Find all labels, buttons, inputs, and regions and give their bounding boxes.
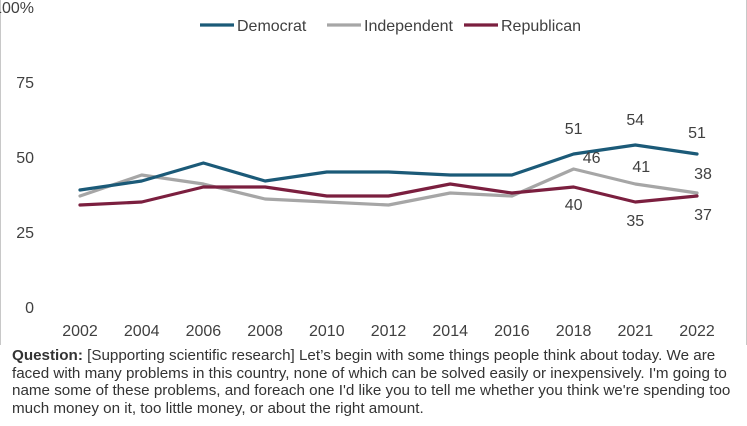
y-tick-label: 75	[16, 75, 34, 92]
x-axis: 2002 2004 2006 2008 2010 2012 2014 2016 2018 2021…	[62, 323, 715, 340]
x-tick-label: 2018	[556, 323, 592, 340]
legend-label-republican: Republican	[501, 18, 581, 35]
data-label: 46	[583, 150, 601, 167]
x-tick-label: 2004	[124, 323, 160, 340]
legend: Democrat Independent Republican	[200, 18, 581, 35]
line-chart: Democrat Independent Republican 0 25 50 75 100…	[0, 0, 747, 345]
x-tick-label: 2010	[309, 323, 345, 340]
y-tick-label: 25	[16, 225, 34, 242]
data-label: 40	[565, 197, 583, 214]
legend-label-democrat: Democrat	[237, 18, 307, 35]
series-line-republican	[78, 182, 699, 207]
question-text: [Supporting scientific research] Let’s b…	[12, 347, 731, 417]
x-tick-label: 2016	[494, 323, 530, 340]
data-label: 51	[565, 121, 583, 138]
y-tick-label: 100%	[0, 0, 34, 17]
data-label: 35	[626, 213, 644, 230]
x-tick-label: 2022	[679, 323, 715, 340]
x-tick-label: 2021	[618, 323, 654, 340]
data-label: 51	[688, 125, 706, 142]
x-tick-label: 2002	[62, 323, 98, 340]
x-tick-label: 2006	[186, 323, 222, 340]
legend-label-independent: Independent	[364, 18, 454, 35]
x-tick-label: 2014	[432, 323, 468, 340]
y-tick-label: 0	[25, 300, 34, 317]
data-label: 54	[626, 112, 644, 129]
y-tick-label: 50	[16, 150, 34, 167]
data-label: 38	[694, 166, 712, 183]
question-label: Question:	[12, 347, 83, 364]
y-axis: 0 25 50 75 100%	[0, 0, 34, 317]
series-line-independent	[78, 167, 699, 207]
data-label: 41	[632, 159, 650, 176]
x-tick-label: 2012	[371, 323, 407, 340]
x-tick-label: 2008	[247, 323, 283, 340]
question-note: Question: [Supporting scientific researc…	[12, 347, 738, 417]
series-line-democrat	[78, 143, 699, 192]
series-lines	[78, 143, 699, 207]
data-label: 37	[694, 207, 712, 224]
